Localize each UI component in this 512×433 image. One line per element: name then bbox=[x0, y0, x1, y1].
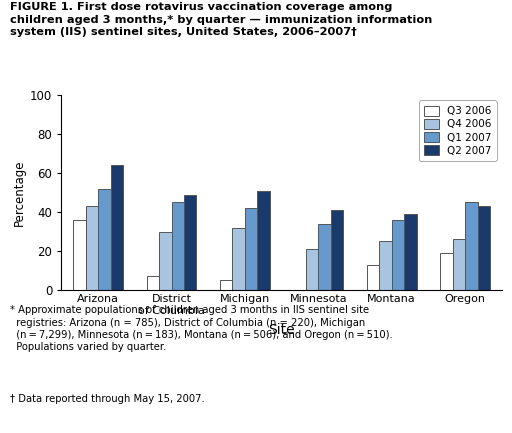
Bar bbox=[331, 210, 343, 290]
Bar bbox=[453, 239, 465, 290]
Bar bbox=[478, 207, 490, 290]
Bar bbox=[258, 191, 270, 290]
Bar bbox=[392, 220, 404, 290]
Bar bbox=[379, 241, 392, 290]
Bar bbox=[146, 276, 159, 290]
Legend: Q3 2006, Q4 2006, Q1 2007, Q2 2007: Q3 2006, Q4 2006, Q1 2007, Q2 2007 bbox=[419, 100, 497, 161]
Text: † Data reported through May 15, 2007.: † Data reported through May 15, 2007. bbox=[10, 394, 205, 404]
Text: FIGURE 1. First dose rotavirus vaccination coverage among
children aged 3 months: FIGURE 1. First dose rotavirus vaccinati… bbox=[10, 2, 433, 37]
Bar bbox=[232, 228, 245, 290]
Bar bbox=[440, 253, 453, 290]
Bar bbox=[86, 207, 98, 290]
Bar bbox=[111, 165, 123, 290]
Bar bbox=[159, 232, 172, 290]
Bar bbox=[306, 249, 318, 290]
Bar bbox=[98, 189, 111, 290]
Bar bbox=[73, 220, 86, 290]
Bar bbox=[245, 208, 258, 290]
Bar bbox=[220, 281, 232, 290]
Bar bbox=[465, 203, 478, 290]
Bar bbox=[404, 214, 417, 290]
Y-axis label: Percentage: Percentage bbox=[13, 159, 26, 226]
Text: * Approximate populations of children aged 3 months in IIS sentinel site
  regis: * Approximate populations of children ag… bbox=[10, 305, 393, 352]
X-axis label: Site: Site bbox=[268, 323, 295, 337]
Bar bbox=[184, 194, 197, 290]
Bar bbox=[172, 203, 184, 290]
Bar bbox=[367, 265, 379, 290]
Bar bbox=[318, 224, 331, 290]
